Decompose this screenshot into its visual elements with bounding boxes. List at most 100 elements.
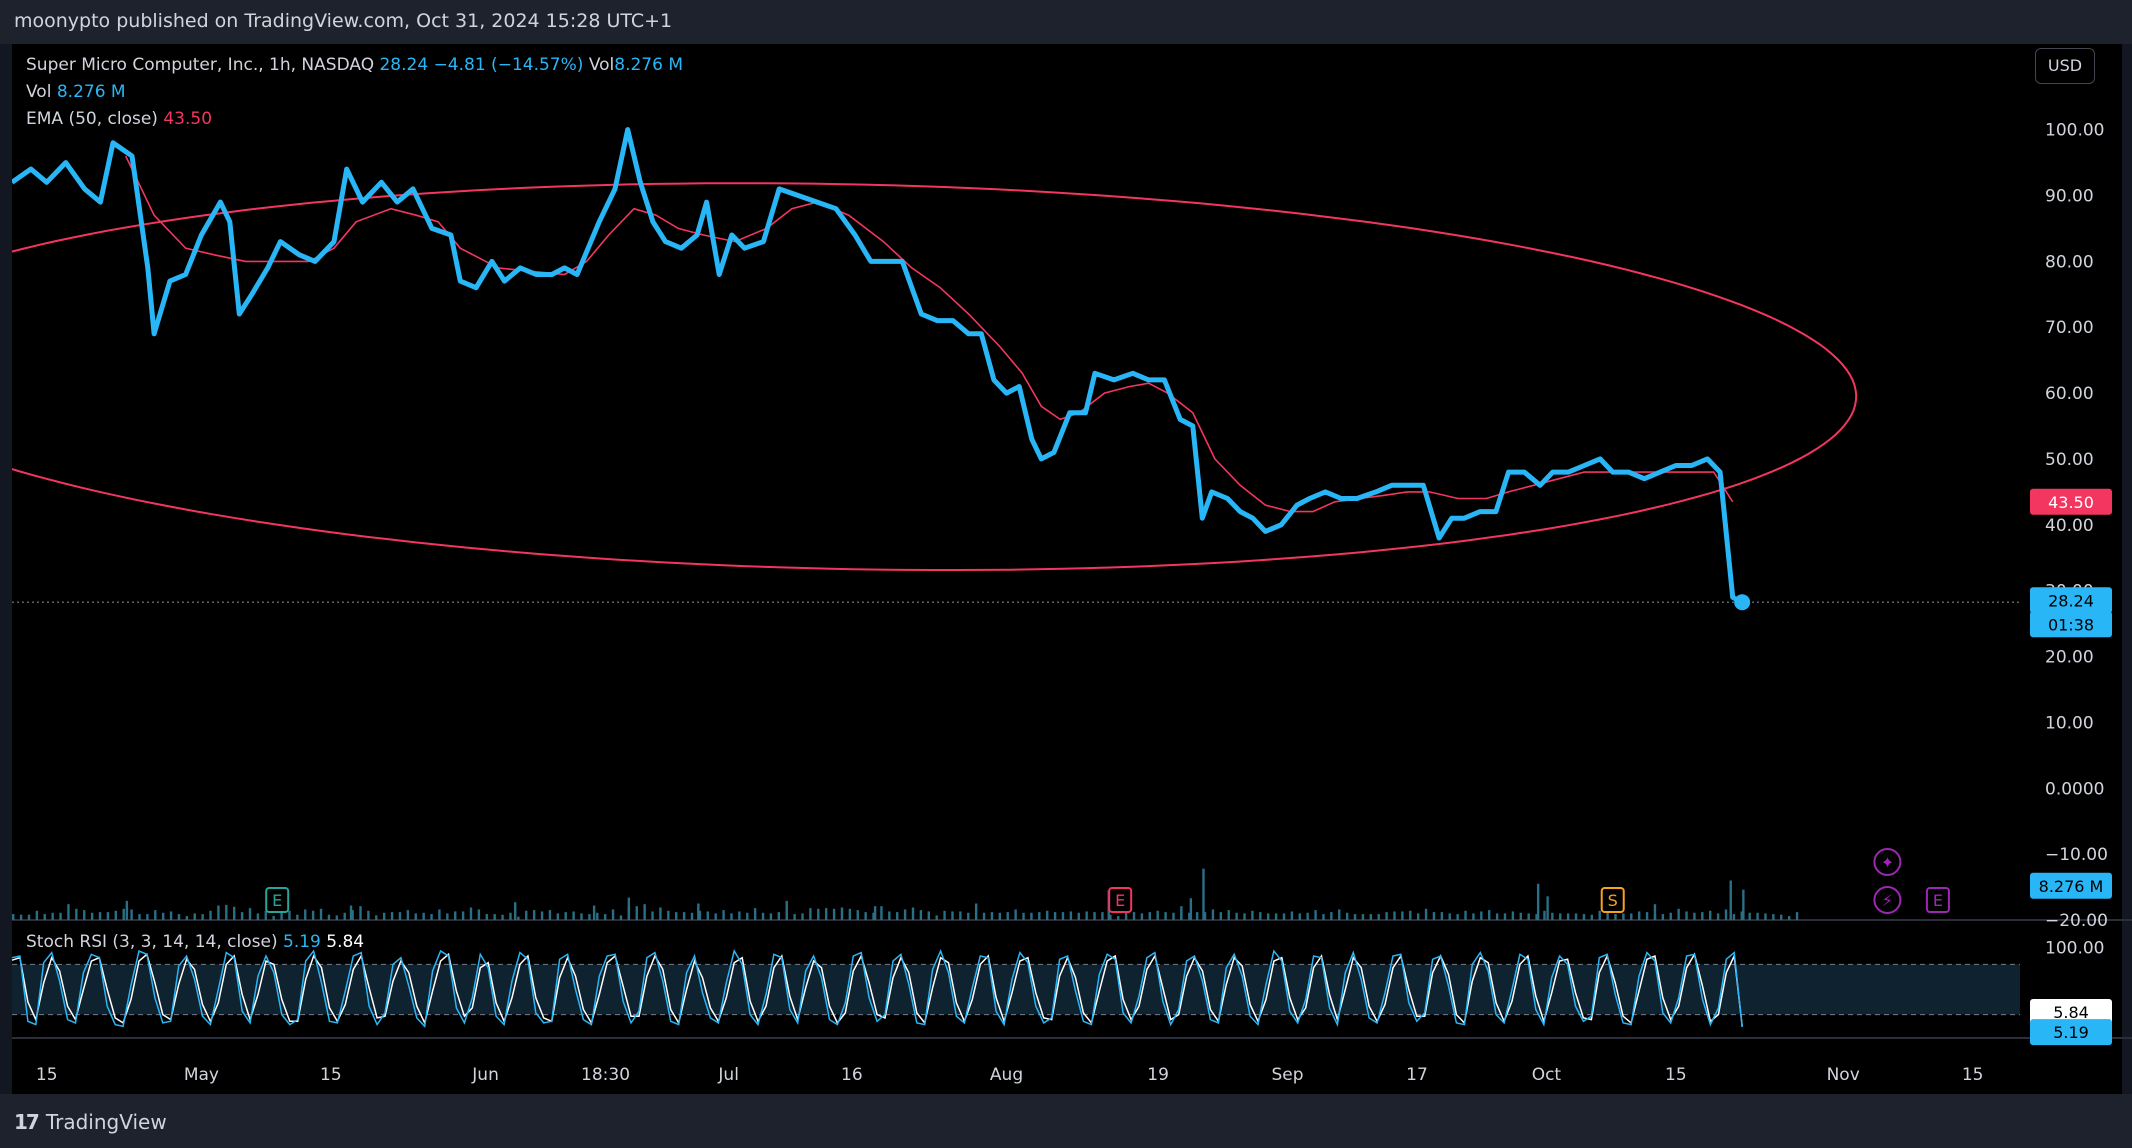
volume-bar xyxy=(974,903,978,920)
x-tick-label: Jun xyxy=(471,1065,499,1085)
volume-bar xyxy=(1764,913,1767,920)
volume-bar xyxy=(1614,914,1617,920)
volume-bar xyxy=(1330,912,1333,920)
volume-bar xyxy=(951,911,954,920)
volume-bar xyxy=(114,910,118,920)
volume-bar xyxy=(675,912,678,920)
last-price-badge: 28.24 xyxy=(2048,591,2094,610)
volume-bar xyxy=(1290,911,1294,920)
volume-bar xyxy=(1756,912,1759,920)
volume-bar xyxy=(1464,910,1467,920)
volume-bar xyxy=(1038,912,1041,920)
stoch-label: Stoch RSI (3, 3, 14, 14, close) xyxy=(26,932,278,952)
event-marker: ⚡ xyxy=(1873,886,1902,914)
tradingview-logo[interactable]: 17 TradingView xyxy=(14,1110,167,1134)
volume-bar xyxy=(1432,912,1436,920)
event-markers: E E S ✦ ⚡ E xyxy=(265,848,1950,914)
volume-bar xyxy=(12,914,15,920)
volume-bar xyxy=(125,900,129,920)
x-tick-label: 15 xyxy=(320,1065,342,1085)
volume-bar xyxy=(761,912,765,920)
volume-bar xyxy=(169,911,173,920)
ema-badge: 43.50 xyxy=(2048,493,2094,512)
volume-bar xyxy=(919,910,923,920)
volume-bar xyxy=(667,910,670,920)
volume-bar xyxy=(1416,913,1420,920)
volume-bar xyxy=(1369,914,1373,920)
volume-bar xyxy=(1495,913,1499,920)
volume-bar xyxy=(1298,913,1301,920)
volume-bar xyxy=(264,910,267,920)
volume-bar xyxy=(1267,913,1270,920)
volume-bar xyxy=(1409,910,1412,920)
volume-bar xyxy=(888,911,891,920)
x-tick-label: Oct xyxy=(1532,1065,1562,1085)
volume-bar xyxy=(1732,914,1736,920)
volume-bar xyxy=(75,908,78,920)
volume-bar xyxy=(1203,912,1207,920)
volume-bar xyxy=(1045,910,1049,920)
volume-bar xyxy=(1109,914,1112,920)
volume-bar xyxy=(414,913,417,920)
y-tick-label: 40.00 xyxy=(2045,516,2094,536)
symbol-row: Super Micro Computer, Inc., 1h, NASDAQ 2… xyxy=(26,52,683,79)
last-price-badge-bg xyxy=(2030,587,2112,614)
volume-bar xyxy=(406,910,410,920)
volume-bar xyxy=(201,914,204,920)
volume-bar xyxy=(817,908,820,920)
volume-badge-bg xyxy=(2030,872,2112,899)
volume-bar xyxy=(1014,909,1017,920)
volume-bar xyxy=(304,909,307,920)
volume-bar xyxy=(793,914,796,920)
x-tick-label: Aug xyxy=(990,1065,1023,1085)
event-marker: E xyxy=(1108,887,1133,913)
event-marker-box xyxy=(265,887,290,913)
ema-value: 43.50 xyxy=(163,109,213,129)
volume-bar xyxy=(1472,913,1475,920)
stoch-k-badge: 5.19 xyxy=(2053,1023,2089,1042)
volume-bar xyxy=(185,916,189,920)
volume-bar xyxy=(461,911,465,920)
volume-bar xyxy=(398,912,402,920)
volume-bar xyxy=(809,908,812,920)
volume-bar xyxy=(438,909,441,920)
volume-bar xyxy=(469,907,473,920)
volume-bar xyxy=(248,908,252,920)
volume-bar xyxy=(1519,912,1522,920)
volume-bar xyxy=(682,912,686,920)
volume-bar xyxy=(327,914,331,920)
volume-bar xyxy=(1211,909,1215,920)
volume-bar xyxy=(738,911,741,920)
volume-bar xyxy=(1661,914,1665,920)
volume-bar xyxy=(349,905,353,920)
volume-bar xyxy=(1353,914,1357,920)
volume-bar xyxy=(824,908,828,920)
currency-button[interactable]: USD xyxy=(2035,48,2095,84)
volume-bar xyxy=(1377,914,1380,920)
volume-bar xyxy=(998,912,1002,920)
volume-bar xyxy=(311,910,315,920)
volume-bar xyxy=(1742,889,1745,920)
volume-bar xyxy=(209,910,212,920)
volume-bar xyxy=(138,914,141,920)
volume-bar xyxy=(280,912,283,920)
axis-badges: 43.50 28.24 01:38 8.276 M 5.845.19 xyxy=(2030,488,2112,1046)
volume-bar xyxy=(1235,912,1238,920)
volume-bar xyxy=(1189,898,1193,920)
volume-bar xyxy=(1172,912,1175,920)
volume-bar xyxy=(43,914,46,920)
x-tick-label: Jul xyxy=(717,1065,739,1085)
volume-bar xyxy=(1148,912,1152,920)
x-tick-label: 16 xyxy=(841,1065,863,1085)
volume-bar xyxy=(1622,913,1625,920)
volume-bar xyxy=(856,910,859,920)
volume-bar xyxy=(1448,913,1451,920)
volume-bar xyxy=(1780,914,1783,920)
volume-bar xyxy=(446,913,449,920)
volume-bar xyxy=(1582,914,1586,920)
volume-bar xyxy=(959,911,962,920)
volume-bar xyxy=(1053,912,1057,920)
volume-bar xyxy=(896,912,899,920)
volume-bar xyxy=(1124,912,1128,920)
